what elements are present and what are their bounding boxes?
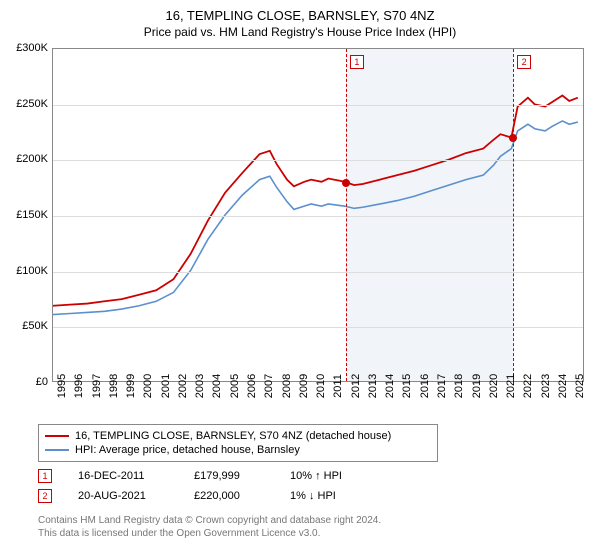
- chart-container: 16, TEMPLING CLOSE, BARNSLEY, S70 4NZ Pr…: [0, 0, 600, 560]
- legend-row: HPI: Average price, detached house, Barn…: [45, 443, 431, 457]
- y-tick-label: £300K: [16, 42, 48, 54]
- line-svg: [53, 49, 583, 381]
- sale-vline: [346, 49, 347, 381]
- x-tick-label: 2022: [522, 374, 534, 398]
- sales-row: 2 20-AUG-2021 £220,000 1% ↓ HPI: [38, 486, 342, 506]
- sale-price: £220,000: [194, 490, 264, 502]
- x-tick-label: 2001: [160, 374, 172, 398]
- chart-subtitle: Price paid vs. HM Land Registry's House …: [0, 23, 600, 39]
- x-tick-label: 1996: [73, 374, 85, 398]
- chart-title: 16, TEMPLING CLOSE, BARNSLEY, S70 4NZ: [0, 0, 600, 23]
- x-tick-label: 2000: [142, 374, 154, 398]
- y-tick-label: £0: [36, 376, 48, 388]
- x-tick-label: 2015: [401, 374, 413, 398]
- legend-label-hpi: HPI: Average price, detached house, Barn…: [75, 444, 300, 456]
- sale-marker-icon: 2: [517, 55, 531, 69]
- x-tick-label: 2008: [281, 374, 293, 398]
- x-tick-label: 2014: [384, 374, 396, 398]
- series-hpi: [53, 121, 578, 315]
- arrow-up-icon: ↑: [315, 470, 321, 482]
- y-tick-label: £100K: [16, 265, 48, 277]
- plot-area: 12: [52, 48, 584, 382]
- sales-row: 1 16-DEC-2011 £179,999 10% ↑ HPI: [38, 466, 342, 486]
- sale-marker-icon: 1: [38, 469, 52, 483]
- y-tick-label: £200K: [16, 153, 48, 165]
- x-tick-label: 1995: [56, 374, 68, 398]
- x-tick-label: 2006: [246, 374, 258, 398]
- legend-row: 16, TEMPLING CLOSE, BARNSLEY, S70 4NZ (d…: [45, 429, 431, 443]
- gridline: [53, 105, 583, 106]
- x-tick-label: 2016: [419, 374, 431, 398]
- x-tick-label: 2004: [211, 374, 223, 398]
- legend-swatch-price-paid: [45, 435, 69, 437]
- sale-marker-icon: 2: [38, 489, 52, 503]
- sale-pct-vs-hpi: 1% ↓ HPI: [290, 490, 336, 502]
- x-tick-label: 2025: [574, 374, 586, 398]
- x-tick-label: 2009: [298, 374, 310, 398]
- x-tick-label: 2007: [263, 374, 275, 398]
- x-tick-label: 2024: [557, 374, 569, 398]
- sale-date: 20-AUG-2021: [78, 490, 168, 502]
- legend-label-price-paid: 16, TEMPLING CLOSE, BARNSLEY, S70 4NZ (d…: [75, 430, 391, 442]
- x-tick-label: 2003: [194, 374, 206, 398]
- x-tick-label: 2020: [488, 374, 500, 398]
- gridline: [53, 272, 583, 273]
- legend-swatch-hpi: [45, 449, 69, 451]
- sale-date: 16-DEC-2011: [78, 470, 168, 482]
- x-tick-label: 2017: [436, 374, 448, 398]
- x-tick-label: 1999: [125, 374, 137, 398]
- y-tick-label: £50K: [22, 320, 48, 332]
- gridline: [53, 327, 583, 328]
- x-tick-label: 2002: [177, 374, 189, 398]
- sale-vline: [513, 49, 514, 381]
- sale-marker-icon: 1: [350, 55, 364, 69]
- footnote-line: This data is licensed under the Open Gov…: [38, 527, 381, 540]
- x-tick-label: 2018: [453, 374, 465, 398]
- arrow-down-icon: ↓: [309, 490, 315, 502]
- x-tick-label: 2010: [315, 374, 327, 398]
- gridline: [53, 216, 583, 217]
- y-tick-label: £150K: [16, 209, 48, 221]
- x-tick-label: 1998: [108, 374, 120, 398]
- sale-dot: [509, 134, 517, 142]
- y-tick-label: £250K: [16, 98, 48, 110]
- gridline: [53, 160, 583, 161]
- footnote-line: Contains HM Land Registry data © Crown c…: [38, 514, 381, 527]
- x-tick-label: 2013: [367, 374, 379, 398]
- sale-price: £179,999: [194, 470, 264, 482]
- legend-box: 16, TEMPLING CLOSE, BARNSLEY, S70 4NZ (d…: [38, 424, 438, 462]
- x-tick-label: 2023: [540, 374, 552, 398]
- sale-dot: [342, 179, 350, 187]
- x-tick-label: 1997: [91, 374, 103, 398]
- x-tick-label: 2012: [350, 374, 362, 398]
- sales-table: 1 16-DEC-2011 £179,999 10% ↑ HPI 2 20-AU…: [38, 466, 342, 506]
- x-tick-label: 2005: [229, 374, 241, 398]
- sale-pct-vs-hpi: 10% ↑ HPI: [290, 470, 342, 482]
- footnote: Contains HM Land Registry data © Crown c…: [38, 514, 381, 540]
- x-tick-label: 2021: [505, 374, 517, 398]
- x-tick-label: 2011: [332, 374, 344, 398]
- series-price_paid: [53, 96, 578, 306]
- x-tick-label: 2019: [471, 374, 483, 398]
